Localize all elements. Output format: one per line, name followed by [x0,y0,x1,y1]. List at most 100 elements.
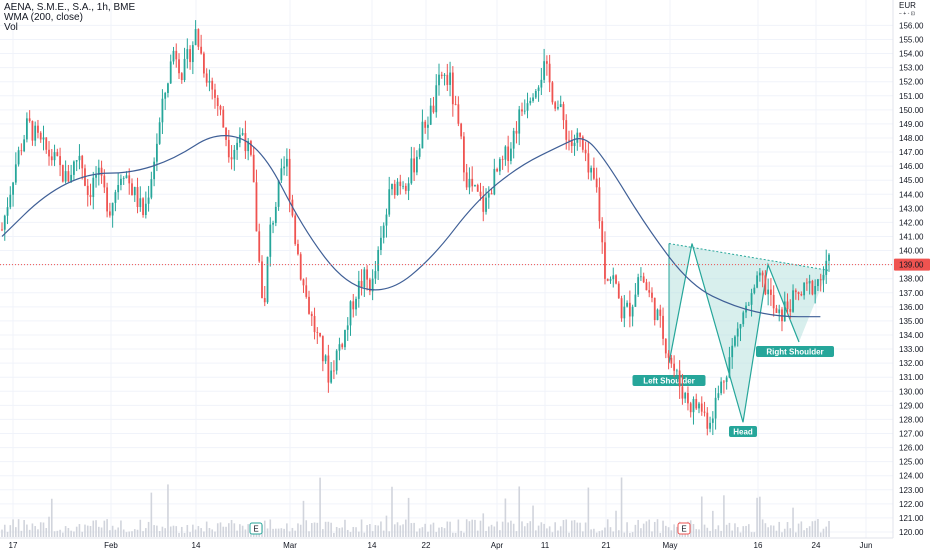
volume-bar [28,529,31,537]
volume-bar [822,528,825,537]
candle-body [800,293,803,296]
candle-body [144,203,147,216]
candle-body [139,198,142,208]
volume-bar [189,532,191,537]
candle-body [734,336,736,346]
candle-body [200,46,203,54]
volume-bar [139,519,142,537]
y-tick-label: 128.00 [899,415,924,424]
candle-body [122,178,125,179]
candle-body [590,167,593,173]
candle-body [346,325,349,330]
candle-body [739,324,742,329]
volume-bar [471,519,474,537]
volume-bar [620,477,623,537]
volume-bar [759,496,761,537]
candle-body [662,315,664,339]
volume-bar [593,528,595,537]
candle-body [451,72,454,105]
volume-bar [573,520,576,537]
volume-bar [512,523,515,537]
volume-bar [778,521,781,537]
y-tick-label: 125.00 [899,458,924,467]
candle-body [673,363,676,371]
symbol-title[interactable]: AENA, S.M.E., S.A., 1h, BME [4,2,136,13]
y-tick-label: 134.00 [899,331,924,340]
candle-body [592,167,595,179]
y-tick-label: 144.00 [899,190,924,199]
volume-bar [205,521,208,537]
volume-bar [440,527,443,537]
y-tick-label: 121.00 [899,514,924,523]
inverse-head-shoulders-pattern: Left Shoulder Head Right Shoulder [632,243,834,437]
volume-bar [590,529,592,537]
candle-body [9,194,12,208]
candle-body [25,118,28,140]
candle-body [357,280,360,299]
volume-bar [407,497,410,537]
candle-body [78,155,81,161]
volume-bar [449,521,451,537]
volume-bar [648,519,651,537]
x-tick-label: 24 [812,541,821,550]
wma-legend[interactable]: WMA (200, close) [4,12,83,23]
candle-body [689,403,692,413]
last-price-badge [894,258,930,271]
volume-bar [122,529,125,537]
volume-bar [294,530,296,537]
candle-body [302,279,305,286]
volume-bar [623,532,626,537]
volume-bar [438,527,440,537]
volume-bar [725,524,728,537]
candle-body [316,332,319,333]
candle-body [640,276,642,278]
volume-bar [457,519,460,537]
volume-bar [476,530,479,537]
volume-bar [612,531,615,537]
candle-body [285,158,288,167]
volume-bar [73,531,75,537]
volume-legend[interactable]: Vol [4,22,18,33]
volume-bar [521,521,523,537]
volume-bar [3,524,6,537]
volume-bar [529,521,532,537]
candle-body [587,153,590,173]
volume-bar [548,526,551,537]
candle-body [261,261,263,299]
candle-body [73,161,75,175]
candle-body [670,357,673,364]
candle-body [81,155,84,169]
volume-bar [692,523,695,537]
chart-legend: AENA, S.M.E., S.A., 1h, BME WMA (200, cl… [4,3,135,33]
candle-body [659,309,662,316]
x-tick-label: Apr [491,541,504,550]
candle-body [191,45,194,63]
y-tick-label: 129.00 [899,401,924,410]
candle-body [460,123,463,137]
y-tick-label: 130.00 [899,387,924,396]
candle-body [34,125,37,141]
candle-body [396,181,399,196]
candle-body [507,146,510,161]
candle-body [651,292,653,298]
candle-body [778,309,781,313]
candle-body [175,50,178,60]
volume-bar [42,522,45,537]
candle-body [825,260,828,275]
volume-bar [299,524,302,537]
volume-bar [416,531,418,537]
x-tick-label: May [662,541,677,550]
candle-body [172,50,175,62]
volume-bar [783,528,786,537]
candle-body [349,301,352,326]
volume-bar [482,513,485,537]
volume-bar [100,527,103,537]
volume-bar [214,531,216,537]
candle-body [700,403,703,412]
volume-bar [554,522,556,537]
candle-body [216,97,219,107]
x-tick-label: 21 [602,541,611,550]
volume-bar [78,524,81,537]
